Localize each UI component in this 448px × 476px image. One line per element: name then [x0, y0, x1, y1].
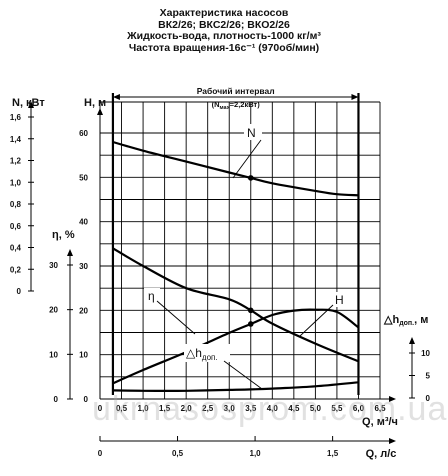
working-interval-sublabel: (Nмах=2,2кВт) — [212, 100, 261, 111]
n-curve-label: N — [247, 126, 256, 140]
eta-tick-label: 10 — [49, 350, 58, 359]
dh-axis-label-unit: , м — [414, 314, 428, 326]
n-kw-tick-label: 1,2 — [10, 157, 22, 166]
n-kw-tick-label: 0 — [17, 287, 22, 296]
q-m3h-tick-label: 2,0 — [181, 404, 193, 413]
dh-axis-label-main: △h — [383, 314, 399, 326]
q-m3h-tick-label: 4,0 — [267, 404, 279, 413]
eta-axis-arrowhead — [67, 249, 73, 256]
q-m3h-tick-label: 3,0 — [224, 404, 236, 413]
n-kw-tick-label: 1,0 — [10, 178, 22, 187]
dh-axis-label-sub: доп. — [399, 320, 414, 327]
working-interval-label: Рабочий интервал — [197, 86, 275, 96]
chart-grid — [99, 101, 381, 400]
q-m3h-tick-label: 1,5 — [159, 404, 171, 413]
title-line-3: Жидкость-вода, плотность-1000 кг/м³ — [127, 30, 321, 42]
title-line-2: ВК2/26; ВКС2/26; ВКО2/26 — [158, 18, 290, 31]
dh-curve-label-sub: доп. — [202, 353, 218, 362]
working-interval-sublabel-main: (N — [212, 100, 220, 109]
dh-label-bg — [184, 344, 230, 362]
q-ls-axis-arrowhead — [389, 438, 396, 444]
n-label-bg — [244, 124, 262, 140]
q-ls-tick-label: 0 — [98, 449, 103, 458]
q-ls-tick-label: 1,5 — [327, 449, 339, 458]
marked-point — [247, 307, 254, 314]
dh-label-leader — [223, 360, 263, 390]
eta-efficiency-curve — [112, 308, 360, 385]
q-ls-axis-label: Q, л/с — [366, 448, 397, 460]
q-m3h-axis-label: Q, м³/ч — [362, 416, 398, 428]
q-m3h-tick-label: 4,5 — [288, 404, 300, 413]
h-head-curve — [112, 247, 359, 363]
q-m3h-tick-label: 6,5 — [374, 404, 386, 413]
n-kw-tick-label: 0,6 — [10, 222, 22, 231]
eta-tick-label: 20 — [49, 306, 58, 315]
working-interval-sublabel-sub: мах — [220, 105, 231, 111]
n-kw-tick-label: 1,4 — [10, 135, 22, 144]
title-line-1: Характеристика насосов — [159, 7, 289, 19]
h-m-tick-label: 60 — [79, 129, 88, 138]
dh-tick-label: 0 — [426, 394, 431, 403]
q-m3h-tick-label: 5,0 — [310, 404, 322, 413]
eta-tick-label: 0 — [54, 395, 59, 404]
h-m-tick-label: 30 — [79, 262, 88, 271]
h-m-tick-label: 10 — [79, 351, 88, 360]
q-m3h-tick-label: 6,0 — [353, 404, 365, 413]
n-kw-tick-label: 0,8 — [10, 200, 22, 209]
dh-tick-label: 5 — [426, 372, 431, 381]
dh-axis-label: △hдоп., м — [383, 314, 428, 327]
marked-point — [247, 175, 254, 181]
n-kw-tick-label: 0,4 — [10, 244, 22, 253]
q-ls-tick-label: 1,0 — [250, 449, 262, 458]
q-m3h-axis-arrowhead — [389, 396, 396, 402]
working-interval-arrowhead-left — [112, 94, 120, 100]
chart-title: Характеристика насосов ВК2/26; ВКС2/26; … — [0, 7, 448, 54]
working-interval-arrowhead-right — [351, 94, 359, 100]
title-line-4: Частота вращения-16с⁻¹ (970об/мин) — [128, 41, 320, 54]
marked-point — [247, 321, 254, 327]
h-m-tick-label: 20 — [79, 306, 88, 315]
q-m3h-tick-label: 0 — [98, 404, 103, 413]
q-ls-tick-label: 0,5 — [172, 449, 184, 458]
h-m-axis-arrowhead — [97, 108, 103, 115]
h-m-tick-label: 0 — [84, 395, 89, 404]
q-m3h-tick-label: 1,0 — [138, 404, 150, 413]
h-m-tick-label: 50 — [79, 173, 88, 182]
n-kw-tick-label: 1,6 — [10, 113, 22, 122]
dh-axis-arrowhead — [409, 337, 415, 344]
eta-curve-label: η — [148, 289, 155, 303]
q-m3h-tick-label: 2,5 — [202, 404, 214, 413]
working-interval-sublabel-rest: =2,2кВт) — [230, 100, 261, 109]
n-label-leader — [232, 139, 262, 179]
n-kw-axis-arrowhead — [28, 101, 34, 108]
h-label-leader — [299, 304, 334, 337]
h-m-tick-label: 40 — [79, 218, 88, 227]
q-m3h-tick-label: 0,5 — [116, 404, 128, 413]
chart-labels: N Hη △hдоп. — [144, 124, 348, 390]
eta-axis-label: η, % — [52, 229, 75, 241]
n-power-curve — [112, 140, 359, 197]
n-kw-axis-label: N, кВт — [12, 97, 45, 109]
h-m-axis-label: H, м — [84, 97, 106, 109]
eta-tick-label: 30 — [49, 261, 58, 270]
h-curve-label: H — [335, 293, 344, 307]
dh-curve-label-main: △h — [186, 346, 202, 360]
chart-frame: Рабочий интервал (Nмах=2,2кВт) — [111, 86, 360, 395]
n-kw-tick-label: 0,2 — [10, 265, 22, 274]
chart-curves — [112, 140, 360, 393]
eta-label-leader — [156, 300, 196, 335]
chart-axes: 0 0,5 1,0 1,5 2,0 2,5 3,0 3,5 4,0 4,5 5,0 5,5 6,0 6,5… — [10, 97, 431, 460]
q-m3h-tick-label: 3,5 — [245, 404, 257, 413]
eta-label-bg — [144, 288, 160, 302]
dh-curve-label: △hдоп. — [186, 346, 218, 362]
h-label-bg — [332, 292, 348, 307]
dh-npsh-curve — [112, 381, 359, 393]
dh-tick-label: 10 — [421, 349, 430, 358]
q-m3h-tick-label: 5,5 — [331, 404, 343, 413]
